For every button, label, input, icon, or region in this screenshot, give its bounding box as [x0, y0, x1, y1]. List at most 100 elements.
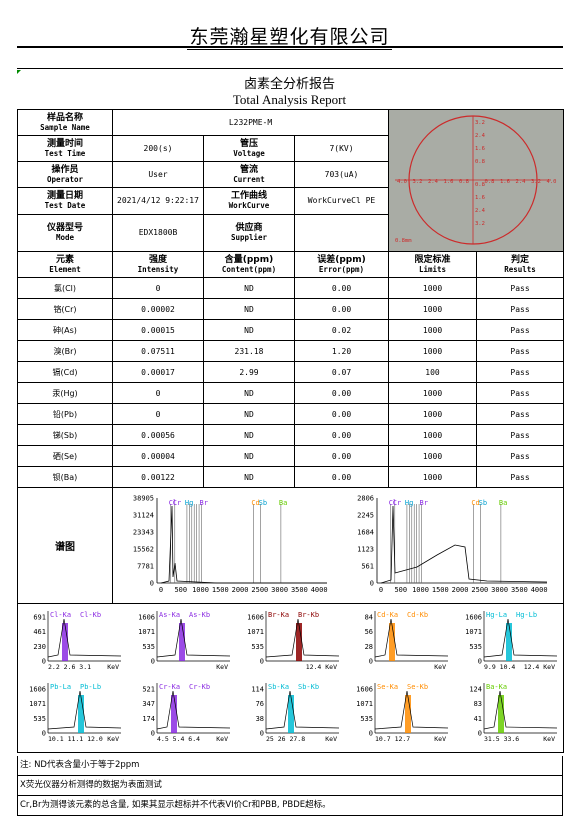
x-unit: 12.4 KeV: [524, 663, 555, 671]
y-tick-label: 2806: [357, 495, 374, 503]
spectrum-right: 2806 2245 1684 1123 561 00 500 1000 1500 2000 2500…: [357, 495, 547, 595]
peak-region: [171, 695, 177, 733]
element-row: 镉(Cd) 0.00017 2.99 0.07 100 Pass: [17, 361, 565, 383]
element-row: 铅(Pb) 0 ND 0.00 1000 Pass: [17, 403, 565, 425]
y-tick-label: 1071: [138, 628, 155, 636]
peak-region: [78, 695, 84, 733]
y-tick-label: 76: [256, 700, 264, 708]
scale-unit: 0.8mm: [395, 238, 412, 244]
element-row: 溴(Br) 0.07511 231.18 1.20 1000 Pass: [17, 340, 565, 362]
element-intensity-cell: 0.00004: [112, 445, 204, 467]
y-tick-label: 0: [369, 730, 373, 738]
peak-region: [296, 623, 302, 661]
element-error-cell: 0.00: [293, 424, 390, 446]
element-result-cell: Pass: [476, 340, 565, 362]
limits-header: 限定标准 Limits: [388, 251, 478, 278]
sample-name-label: 样品名称 Sample Name: [17, 108, 113, 137]
mini-spectra-panel: 691 461 230 0 2.2 2.6 3.1 KeV Cl-Ka Cl-Kb 1606 10…: [16, 603, 565, 753]
element-content-cell: ND: [203, 445, 295, 467]
scale-tick: 4.0: [397, 179, 407, 185]
element-result-cell: Pass: [476, 361, 565, 383]
peak-label: Br-Kb: [298, 611, 319, 619]
marker-label: Cl: [169, 499, 177, 507]
x-tick-labels: 31.5 33.6: [484, 735, 519, 743]
scale-tick: 1.6: [500, 179, 510, 185]
y-tick-label: 1071: [29, 700, 46, 708]
element-limit-cell: 1000: [388, 277, 478, 299]
y-tick-label: 83: [474, 700, 482, 708]
peak-label: Pb-La: [50, 683, 71, 691]
x-tick-label: 3500: [291, 586, 308, 594]
report-table: 样品名称 Sample Name L232PME-M 4.0 3.2 2.4 1.6 0.…: [16, 108, 565, 753]
spectrum-curve: [483, 618, 558, 658]
y-tick-label: 521: [142, 686, 155, 694]
y-tick-label: 7781: [137, 563, 154, 571]
element-intensity-cell: 0.00122: [112, 466, 204, 488]
supplier-label: 供应商 Supplier: [203, 213, 295, 252]
y-tick-label: 1606: [138, 614, 155, 622]
mini-spectrum-cl-ka: 691 461 230 02.2 2.6 3.1 KeV Cl-Ka Cl-Kb: [33, 611, 122, 671]
peak-label: Hg-Lb: [516, 611, 537, 619]
peak-label: Cl-Kb: [80, 611, 101, 619]
x-unit: 12.4 KeV: [306, 663, 337, 671]
camera-background: [389, 110, 564, 251]
y-tick-label: 114: [251, 686, 264, 694]
peak-region: [498, 695, 504, 733]
supplier-value: [293, 213, 390, 252]
element-name-cell: 硒(Se): [17, 445, 113, 467]
sample-name-value: L232PME-M: [111, 108, 390, 137]
marker-label: Hg: [405, 499, 413, 507]
scale-tick: 3.2: [413, 179, 423, 185]
current-label: 管流 Current: [203, 161, 295, 189]
calibration-image: 4.0 3.2 2.4 1.6 0.8 0.8 1.6 2.4 3.2 4.0 3.2 2.4 1.6 0…: [388, 109, 565, 252]
peak-label: Cr-Kb: [189, 683, 210, 691]
x-unit: KeV: [543, 735, 555, 743]
company-name: 东莞瀚星塑化有限公司: [187, 26, 392, 50]
element-result-cell: Pass: [476, 319, 565, 341]
scale-tick: 4.0: [547, 179, 557, 185]
marker-label: Br: [420, 499, 428, 507]
note-1: 注: ND代表含量小于等于2ppm: [17, 756, 563, 776]
element-result-cell: Pass: [476, 466, 565, 488]
x-tick-label: 1500: [212, 586, 229, 594]
x-tick-label: 1500: [432, 586, 449, 594]
spectrum-curve: [265, 618, 340, 658]
element-result-cell: Pass: [476, 277, 565, 299]
marker-label: Sb: [479, 499, 487, 507]
scale-tick: 3.2: [475, 221, 485, 227]
element-error-cell: 0.02: [293, 319, 390, 341]
y-tick-label: 1606: [247, 614, 264, 622]
scale-tick: 0.8: [459, 179, 469, 185]
spectrum-curve: [156, 618, 231, 658]
mini-spectrum-ba-ka: 124 83 41 031.5 33.6 KeV Ba-Ka: [469, 683, 558, 743]
element-error-cell: 0.00: [293, 382, 390, 404]
spectrum-curve: [156, 690, 231, 730]
mini-spectrum-cr-ka: 521 347 174 04.5 5.4 6.4 KeV Cr-Ka Cr-Kb: [142, 683, 231, 743]
element-name-cell: 溴(Br): [17, 340, 113, 362]
y-tick-label: 38: [256, 715, 264, 723]
x-tick-labels: 9.9 10.4: [484, 663, 515, 671]
x-unit: KeV: [107, 663, 119, 671]
peak-region: [389, 623, 395, 661]
y-tick-label: 535: [33, 715, 46, 723]
y-tick-label: 535: [469, 643, 482, 651]
element-limit-cell: 1000: [388, 445, 478, 467]
x-tick-label: 1000: [412, 586, 429, 594]
y-tick-label: 691: [33, 614, 46, 622]
content-header: 含量(ppm) Content(ppm): [203, 251, 295, 278]
element-result-cell: Pass: [476, 382, 565, 404]
x-tick-label: 4000: [531, 586, 548, 594]
element-name-cell: 砷(As): [17, 319, 113, 341]
element-row: 钡(Ba) 0.00122 ND 0.00 1000 Pass: [17, 466, 565, 488]
report-title-en: Total Analysis Report: [232, 92, 347, 107]
x-unit: KeV: [216, 735, 228, 743]
x-tick-label: 1000: [192, 586, 209, 594]
y-tick-label: 230: [33, 643, 46, 651]
scale-tick: 2.4: [428, 179, 439, 185]
peak-label: Sb-Ka: [268, 683, 289, 691]
y-tick-label: 1606: [29, 686, 46, 694]
y-tick-label: 0: [151, 658, 155, 666]
element-content-cell: ND: [203, 277, 295, 299]
peak-region: [179, 623, 185, 661]
marker-label: Br: [200, 499, 208, 507]
